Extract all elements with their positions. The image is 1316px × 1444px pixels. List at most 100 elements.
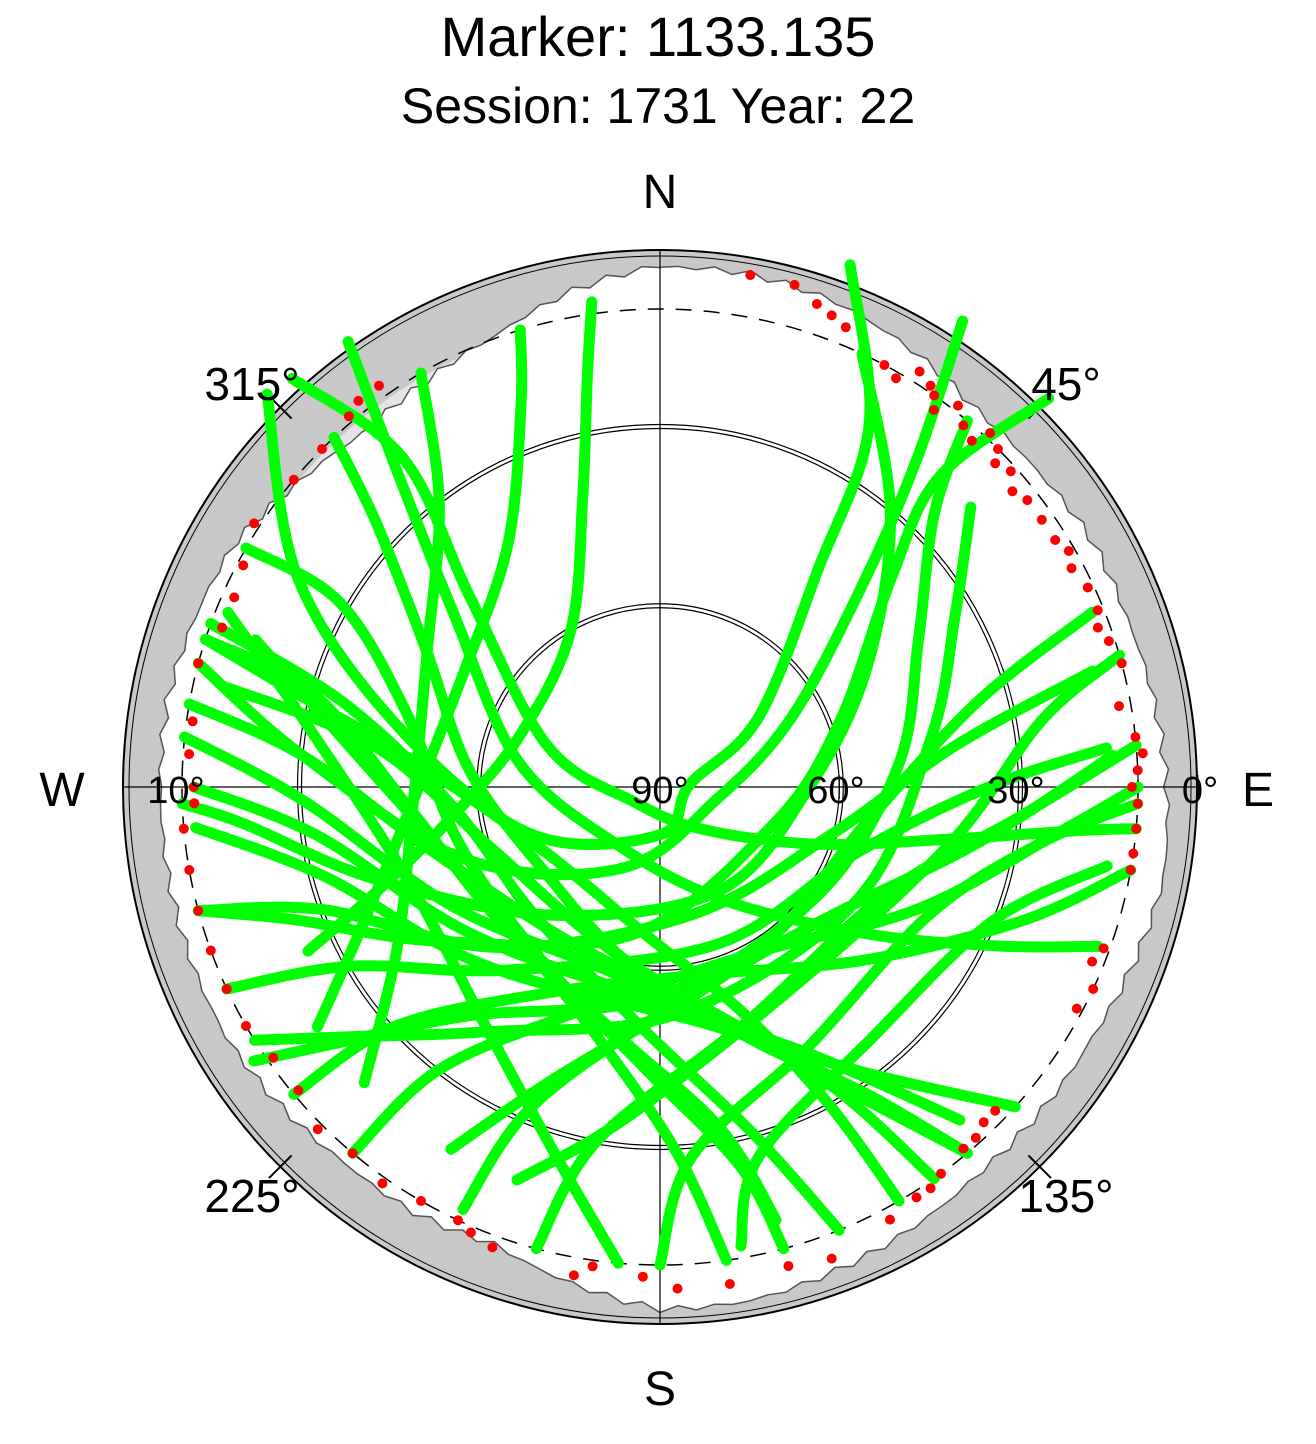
masked-point-77 [193,658,204,669]
masked-point-41 [1088,984,1099,994]
masked-point-29 [1116,658,1127,669]
satellite-track-20 [654,798,1144,1271]
masked-point-52 [783,1261,794,1271]
masked-point-27 [1092,622,1103,633]
masked-point-22 [1050,535,1061,545]
masked-point-45 [970,1132,981,1143]
masked-point-3 [811,299,822,309]
masked-point-26 [1092,605,1103,616]
masked-point-56 [587,1261,598,1272]
masked-point-74 [188,782,199,792]
masked-point-16 [993,444,1003,454]
masked-point-48 [925,1183,936,1194]
satellite-track-32 [311,324,528,1033]
masked-point-35 [1132,798,1143,809]
masked-point-20 [1022,495,1033,506]
masked-point-18 [1005,466,1016,477]
masked-point-43 [990,1105,1001,1116]
masked-point-58 [487,1242,498,1253]
masked-point-34 [1127,782,1137,792]
azimuth-tick-135: 135° [1018,1170,1113,1222]
masked-point-66 [268,1052,279,1063]
title-session: Session: 1731 Year: 22 [400,78,916,134]
masked-point-55 [637,1271,648,1282]
masked-point-44 [978,1117,989,1128]
masked-point-12 [953,400,963,411]
masked-point-21 [1036,514,1047,525]
masked-point-67 [241,1021,251,1031]
masked-point-13 [958,420,969,431]
masked-point-17 [990,458,1001,469]
masked-point-10 [929,390,940,401]
direction-label-north: N [643,166,678,219]
masked-point-4 [826,310,837,321]
satellite-track-29 [250,634,732,1266]
masked-points-layer [178,270,1148,1294]
masked-point-62 [377,1178,388,1189]
satellite-track-31 [302,296,598,957]
masked-point-54 [672,1283,683,1294]
azimuth-tick-225: 225° [204,1170,299,1222]
masked-point-81 [249,518,260,529]
elevation-tick-60: 60° [807,770,864,812]
masked-point-36 [1131,823,1142,834]
masked-point-5 [840,322,851,333]
masked-point-51 [826,1253,837,1264]
masked-point-72 [178,823,189,834]
azimuth-tick-315: 315° [204,358,299,410]
masked-point-84 [343,411,354,422]
satellite-track-24 [221,742,1112,995]
masked-point-37 [1128,848,1139,859]
masked-point-15 [985,428,996,438]
masked-point-25 [1082,582,1093,593]
masked-point-82 [288,474,299,485]
satellite-track-22 [511,649,1125,1186]
azimuth-tick-mark-225 [268,1154,293,1179]
masked-point-85 [353,395,364,406]
masked-point-69 [205,945,216,956]
masked-point-28 [1103,636,1114,647]
elevation-tick-0: 0° [1182,770,1218,812]
masked-point-75 [184,749,195,760]
masked-point-19 [1007,486,1018,497]
masked-point-57 [568,1270,579,1281]
direction-label-east: E [1242,764,1274,817]
masked-point-73 [189,798,200,809]
masked-point-9 [925,380,936,391]
masked-point-32 [1137,748,1148,759]
masked-point-24 [1066,563,1077,574]
masked-point-63 [347,1148,358,1159]
masked-point-46 [958,1143,969,1154]
satellite-tracks-layer [176,259,1144,1271]
masked-point-1 [745,270,756,281]
masked-point-64 [312,1124,323,1135]
satellite-track-21 [735,860,1113,1252]
masked-point-59 [465,1227,476,1238]
elevation-tick-90: 90° [631,770,688,812]
satellite-track-27 [217,680,973,1159]
labels-layer: N E S W 45° 135° 225° 315° 0° 10° 30° 60… [39,166,1274,1416]
masked-point-83 [317,444,327,454]
elevation-tick-30: 30° [987,770,1044,812]
masked-point-2 [789,279,800,290]
masked-point-70 [193,905,204,916]
azimuth-tick-45: 45° [1031,358,1101,410]
satellite-track-25 [192,665,1099,954]
masked-point-23 [1063,546,1074,556]
masked-point-76 [187,716,198,727]
satellite-track-23 [445,606,1098,1155]
masked-point-42 [1071,1003,1082,1014]
masked-point-33 [1132,765,1143,776]
masked-point-61 [416,1196,426,1206]
azimuth-tick-mark-135 [1027,1154,1052,1179]
masked-point-60 [453,1215,463,1226]
masked-point-7 [891,373,901,384]
masked-point-40 [1087,956,1098,967]
satellite-track-30 [222,606,624,1269]
masked-point-65 [293,1085,304,1096]
masked-point-31 [1130,732,1141,742]
masked-point-53 [724,1279,735,1289]
masked-point-80 [238,560,249,571]
masked-point-49 [911,1192,922,1203]
